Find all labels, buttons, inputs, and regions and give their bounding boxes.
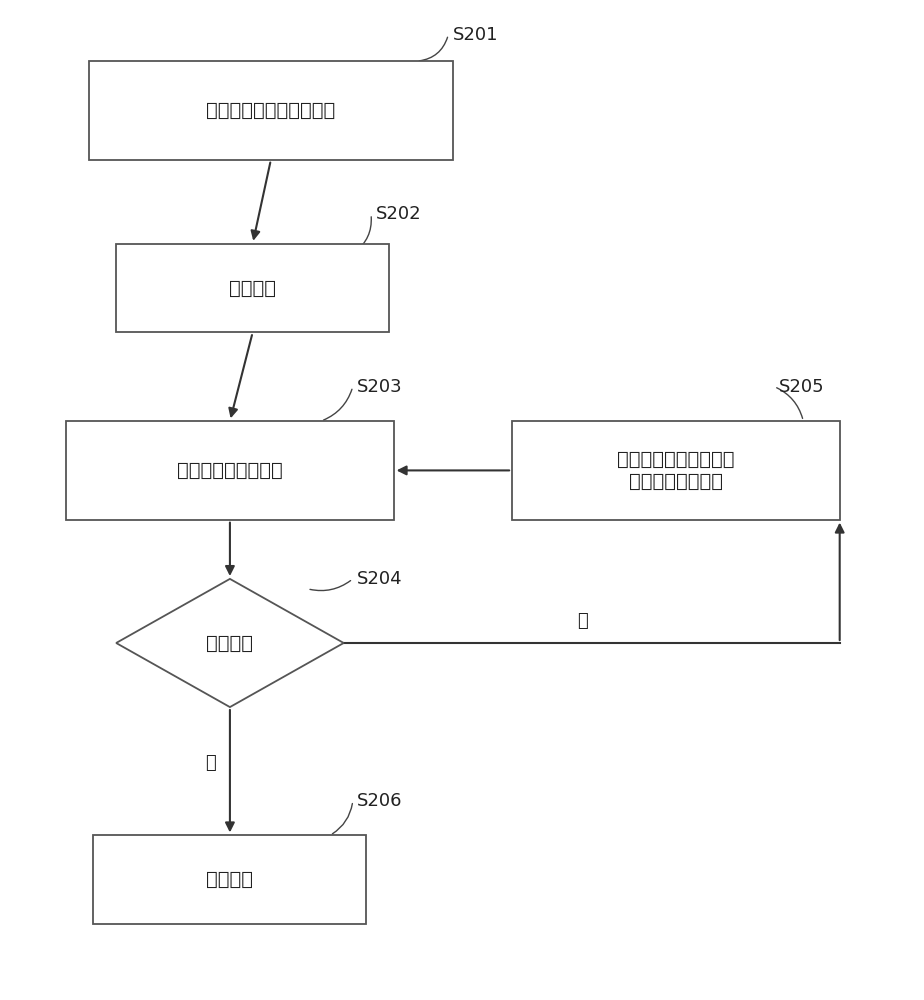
- Text: S205: S205: [779, 378, 824, 396]
- Text: 结束编码: 结束编码: [206, 870, 253, 889]
- Text: 重新申请内存、拷贝数
据、释放原有内存: 重新申请内存、拷贝数 据、释放原有内存: [617, 450, 735, 491]
- FancyBboxPatch shape: [89, 61, 453, 160]
- Text: 否: 否: [205, 754, 216, 772]
- Text: 申请内存: 申请内存: [229, 278, 276, 297]
- FancyBboxPatch shape: [93, 835, 367, 924]
- Text: S206: S206: [358, 792, 403, 810]
- FancyBboxPatch shape: [67, 421, 394, 520]
- Text: 内存不够: 内存不够: [206, 633, 253, 652]
- Text: S204: S204: [358, 570, 403, 588]
- Text: 感兴趣区域行程编码: 感兴趣区域行程编码: [177, 461, 283, 480]
- Text: S201: S201: [453, 26, 498, 44]
- Polygon shape: [116, 579, 344, 707]
- FancyBboxPatch shape: [512, 421, 840, 520]
- Text: S202: S202: [375, 205, 421, 223]
- Text: 图像分割获得感兴趣区域: 图像分割获得感兴趣区域: [206, 101, 335, 120]
- FancyBboxPatch shape: [116, 244, 389, 332]
- Text: 是: 是: [578, 612, 588, 630]
- Text: S203: S203: [358, 378, 403, 396]
